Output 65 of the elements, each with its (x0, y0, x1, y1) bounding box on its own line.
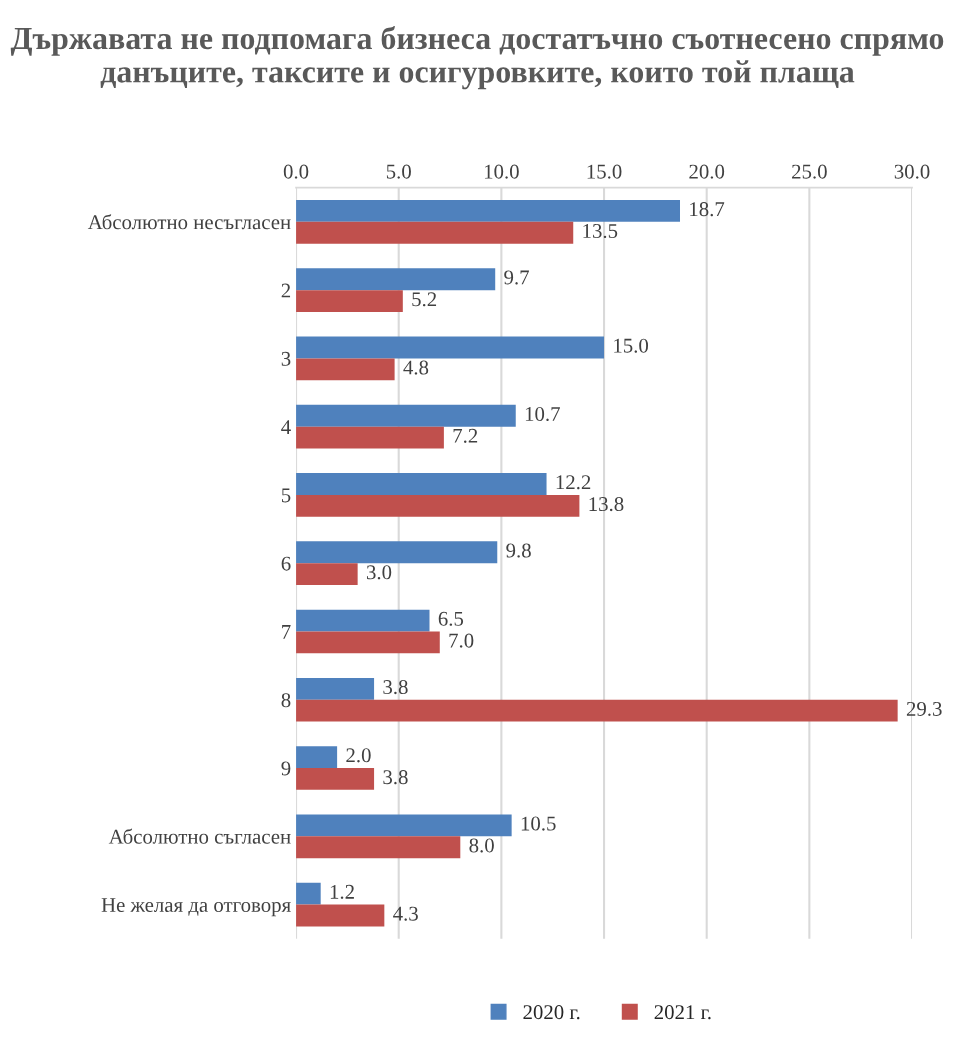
bar (296, 746, 338, 769)
y-tick-label: 7 (282, 625, 291, 639)
bar (296, 609, 430, 632)
bar (296, 473, 547, 495)
y-tick-label: Не желая да отговоря (101, 898, 291, 917)
bar (296, 631, 440, 654)
x-tick-label: 0.0 (283, 164, 309, 179)
bar (296, 882, 321, 905)
legend-label: 2021 г. (654, 1005, 711, 1020)
bar (296, 768, 375, 790)
legend-label: 2020 г. (523, 1005, 580, 1020)
data-label: 9.8 (506, 543, 531, 558)
y-tick-label: 8 (281, 693, 291, 708)
bar (296, 699, 898, 722)
y-tick-label: 4 (281, 420, 291, 434)
data-label: 5.2 (412, 292, 437, 307)
x-tick-label: 20.0 (689, 164, 725, 179)
data-label: 6.5 (438, 611, 464, 626)
y-tick-label: Абсолютно несъгласен (87, 214, 291, 230)
y-tick-label: 2 (281, 283, 291, 298)
data-label: 13.8 (589, 497, 624, 512)
bar (296, 268, 496, 291)
bar (296, 358, 395, 381)
data-label: 10.7 (525, 406, 560, 422)
bar (296, 200, 681, 222)
bar (296, 541, 498, 564)
bar (296, 904, 385, 927)
bar (296, 290, 403, 312)
data-label: 12.2 (556, 475, 591, 490)
data-label: 29.3 (906, 701, 942, 716)
data-label: 13.5 (583, 224, 618, 239)
data-label: 7.0 (449, 633, 474, 648)
x-tick-label: 25.0 (792, 164, 827, 179)
data-label: 18.7 (690, 202, 725, 217)
data-label: 3.8 (383, 679, 408, 695)
data-label: 4.8 (403, 360, 429, 375)
y-tick-label: 9 (281, 761, 291, 776)
bar (296, 677, 375, 700)
x-tick-label: 30.0 (894, 164, 930, 179)
data-label: 15.0 (614, 338, 649, 353)
data-label: 10.5 (521, 816, 556, 831)
data-label: 3.0 (366, 565, 392, 580)
bar (296, 426, 444, 449)
y-tick-label: 3 (281, 351, 291, 366)
data-label: 4.3 (393, 906, 418, 921)
y-tick-label: 6 (281, 556, 291, 571)
x-tick-label: 15.0 (587, 164, 622, 179)
bar (296, 494, 580, 517)
chart-title: Държавата не подпомага бизнеса достатъчно съотнесено спрямо данъците, таксите и осигуровките, които той плаща (10, 26, 944, 90)
data-label: 7.2 (453, 428, 478, 443)
data-label: 9.7 (504, 270, 529, 285)
y-tick-label: Абсолютно съгласен (108, 828, 291, 844)
x-tick-label: 10.0 (484, 164, 519, 179)
x-tick-label: 5.0 (386, 164, 411, 179)
bar (296, 404, 516, 427)
bar (296, 336, 605, 359)
bar (296, 563, 358, 586)
bar (296, 814, 512, 837)
y-tick-label: 5 (281, 488, 291, 503)
bar (296, 221, 574, 244)
data-label: 2.0 (346, 748, 371, 763)
data-label: 8.0 (469, 838, 494, 853)
data-label: 3.8 (383, 770, 408, 785)
bar (296, 836, 461, 859)
data-label: 1.2 (330, 884, 354, 899)
